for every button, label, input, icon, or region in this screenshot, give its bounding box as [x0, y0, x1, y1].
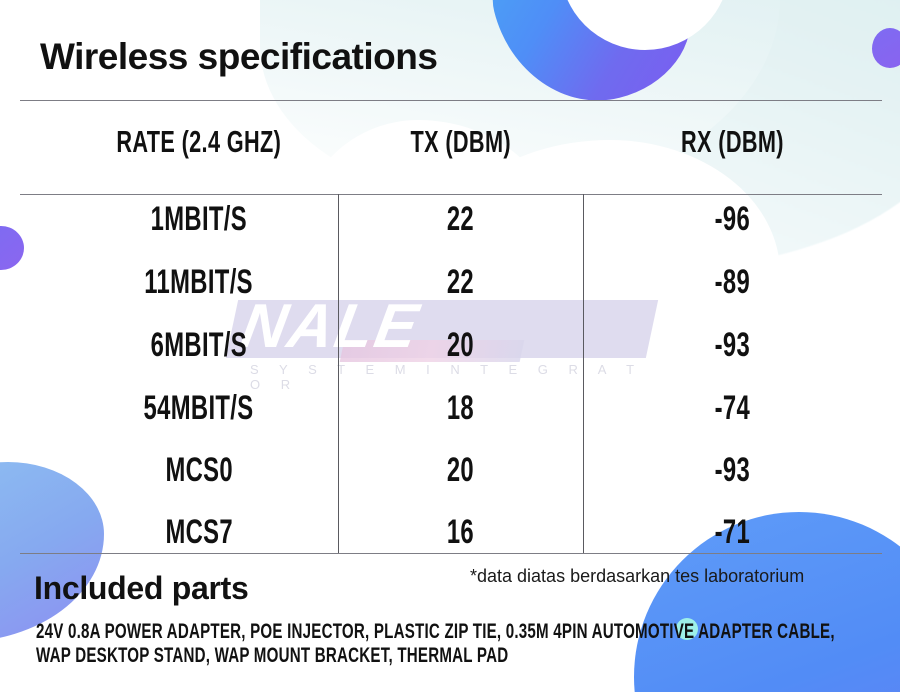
table-header-rx: RX (DBM) — [681, 124, 784, 159]
table-row: 54MBIT/S — [144, 389, 254, 427]
table-row: -93 — [714, 451, 751, 489]
table-header-rate: RATE (2.4 GHZ) — [116, 124, 282, 159]
included-parts-line: 24V 0.8A POWER ADAPTER, POE INJECTOR, PL… — [36, 620, 835, 643]
table-row: 11MBIT/S — [144, 263, 254, 301]
table-row: 1MBIT/S — [150, 200, 248, 238]
included-parts-line: WAP DESKTOP STAND, WAP MOUNT BRACKET, TH… — [36, 644, 509, 667]
table-row: -89 — [714, 263, 751, 301]
table-column-divider-1 — [338, 194, 339, 553]
table-header-tx: TX (DBM) — [410, 124, 511, 159]
table-row: 6MBIT/S — [150, 326, 248, 364]
table-row: -96 — [714, 200, 751, 238]
included-parts-title: Included parts — [34, 570, 249, 606]
table-row: -71 — [714, 513, 751, 551]
table-row: 20 — [446, 326, 475, 364]
table-row: 16 — [446, 513, 475, 551]
table-header-rule — [20, 194, 882, 195]
table-row: MCS0 — [165, 451, 233, 489]
table-row: 22 — [446, 263, 475, 301]
table-row: 22 — [446, 200, 475, 238]
table-row: -74 — [714, 389, 751, 427]
lab-test-footnote: *data diatas berdasarkan tes laboratoriu… — [470, 566, 805, 586]
table-row: 20 — [446, 451, 475, 489]
table-bottom-rule — [20, 553, 882, 554]
page-title: Wireless specifications — [40, 36, 438, 77]
table-row: MCS7 — [165, 513, 233, 551]
table-row: -93 — [714, 326, 751, 364]
included-parts-list: 24V 0.8A POWER ADAPTER, POE INJECTOR, PL… — [36, 620, 835, 668]
table-top-rule — [20, 100, 882, 101]
table-column-divider-2 — [583, 194, 584, 553]
table-row: 18 — [446, 389, 475, 427]
